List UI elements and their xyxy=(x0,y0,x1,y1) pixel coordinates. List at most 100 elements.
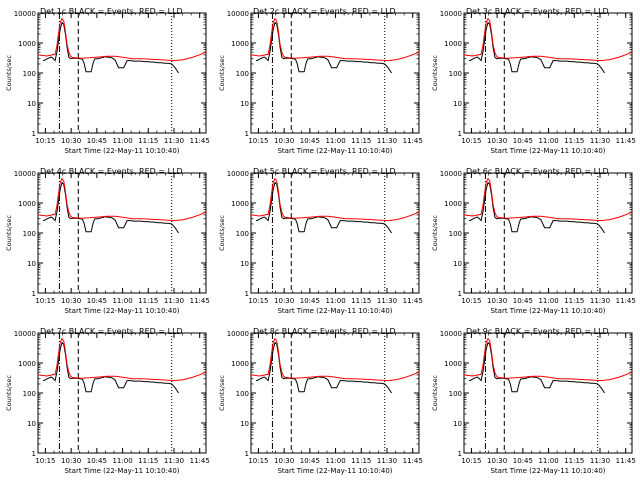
y-tick-label: 1 xyxy=(245,450,249,458)
y-tick-label: 1 xyxy=(245,130,249,138)
x-tick-label: 10:45 xyxy=(513,137,533,145)
x-axis-label: Start Time (22-May-11 10:10:40) xyxy=(64,147,179,155)
y-axis-label: Counts/sec xyxy=(431,375,439,411)
panel-title: Det 4c BLACK = Events, RED = LLD xyxy=(40,167,183,176)
x-tick-label: 11:30 xyxy=(377,137,397,145)
lld-series-line xyxy=(250,337,420,382)
y-tick-label: 1 xyxy=(32,290,36,298)
x-axis-label: Start Time (22-May-11 10:10:40) xyxy=(64,307,179,315)
x-tick-label: 11:00 xyxy=(325,297,345,305)
x-tick-label: 11:15 xyxy=(351,137,371,145)
x-tick-label: 11:15 xyxy=(564,457,584,465)
x-tick-label: 11:00 xyxy=(112,457,132,465)
x-tick-label: 11:45 xyxy=(190,297,210,305)
y-tick-label: 10000 xyxy=(227,10,249,18)
y-tick-label: 1 xyxy=(458,290,462,298)
y-tick-label: 1000 xyxy=(444,40,462,48)
x-tick-label: 10:15 xyxy=(461,457,481,465)
y-tick-label: 1 xyxy=(32,130,36,138)
panel-4: 1 10 100 1000 10000 10:15 10:30 10:45 11:00 11:15… xyxy=(5,167,210,315)
x-tick-label: 11:00 xyxy=(112,137,132,145)
x-tick-label: 11:45 xyxy=(403,457,423,465)
events-series-line xyxy=(255,341,393,394)
x-tick-label: 10:45 xyxy=(87,297,107,305)
x-tick-label: 10:30 xyxy=(61,297,81,305)
x-tick-label: 11:45 xyxy=(190,137,210,145)
x-axis-label: Start Time (22-May-11 10:10:40) xyxy=(277,307,392,315)
x-axis-label: Start Time (22-May-11 10:10:40) xyxy=(277,467,392,475)
lld-series-line xyxy=(250,177,420,222)
x-tick-label: 11:45 xyxy=(403,137,423,145)
panel-title: Det 2c BLACK = Events, RED = LLD xyxy=(253,7,396,16)
panel-title: Det 7c BLACK = Events, RED = LLD xyxy=(40,327,183,336)
x-tick-label: 10:30 xyxy=(274,137,294,145)
y-tick-label: 10 xyxy=(453,260,462,268)
y-tick-label: 1000 xyxy=(18,200,36,208)
events-series-line xyxy=(255,181,393,234)
x-tick-label: 10:30 xyxy=(61,137,81,145)
lld-series-line xyxy=(37,177,207,222)
x-tick-label: 11:30 xyxy=(377,457,397,465)
x-tick-label: 11:00 xyxy=(538,137,558,145)
y-axis-label: Counts/sec xyxy=(5,375,13,411)
y-axis-label: Counts/sec xyxy=(5,215,13,251)
x-tick-label: 10:15 xyxy=(248,457,268,465)
lld-series-line xyxy=(463,17,633,62)
events-series-line xyxy=(468,21,606,74)
panel-title: Det 1c BLACK = Events, RED = LLD xyxy=(40,7,183,16)
x-tick-label: 10:45 xyxy=(87,137,107,145)
x-axis-label: Start Time (22-May-11 10:10:40) xyxy=(490,307,605,315)
x-tick-label: 11:15 xyxy=(351,297,371,305)
y-tick-label: 10000 xyxy=(227,330,249,338)
x-tick-label: 10:30 xyxy=(274,297,294,305)
panels-group: 1 10 100 1000 10000 10:15 10:30 10:45 11:00 11:15… xyxy=(5,7,636,475)
y-tick-label: 1000 xyxy=(444,360,462,368)
y-tick-label: 100 xyxy=(236,70,249,78)
y-tick-label: 10000 xyxy=(14,170,36,178)
y-axis-label: Counts/sec xyxy=(218,215,226,251)
y-tick-label: 10 xyxy=(240,420,249,428)
x-tick-label: 10:30 xyxy=(487,457,507,465)
events-series-line xyxy=(42,181,180,234)
x-tick-label: 11:15 xyxy=(351,457,371,465)
y-axis-label: Counts/sec xyxy=(431,55,439,91)
x-tick-label: 10:15 xyxy=(35,297,55,305)
events-series-line xyxy=(255,21,393,74)
y-tick-label: 1 xyxy=(458,450,462,458)
y-tick-label: 1000 xyxy=(18,40,36,48)
x-tick-label: 11:45 xyxy=(616,297,636,305)
x-tick-label: 11:30 xyxy=(590,137,610,145)
y-tick-label: 1000 xyxy=(444,200,462,208)
lld-series-line xyxy=(463,177,633,222)
events-series-line xyxy=(468,341,606,394)
x-tick-label: 10:15 xyxy=(35,137,55,145)
panel-8: 1 10 100 1000 10000 10:15 10:30 10:45 11:00 11:15… xyxy=(218,327,423,475)
y-tick-label: 1000 xyxy=(231,360,249,368)
y-tick-label: 1 xyxy=(32,450,36,458)
panel-1: 1 10 100 1000 10000 10:15 10:30 10:45 11:00 11:15… xyxy=(5,7,210,155)
lld-series-line xyxy=(250,17,420,62)
y-tick-label: 100 xyxy=(449,230,462,238)
y-tick-label: 1000 xyxy=(18,360,36,368)
events-series-line xyxy=(42,341,180,394)
x-tick-label: 10:15 xyxy=(248,297,268,305)
x-tick-label: 11:15 xyxy=(564,297,584,305)
y-tick-label: 100 xyxy=(236,230,249,238)
y-tick-label: 1 xyxy=(458,130,462,138)
x-axis-label: Start Time (22-May-11 10:10:40) xyxy=(490,467,605,475)
x-tick-label: 10:45 xyxy=(513,297,533,305)
panel-5: 1 10 100 1000 10000 10:15 10:30 10:45 11:00 11:15… xyxy=(218,167,423,315)
y-tick-label: 100 xyxy=(23,230,36,238)
x-tick-label: 11:30 xyxy=(164,137,184,145)
y-tick-label: 10000 xyxy=(14,330,36,338)
x-tick-label: 10:30 xyxy=(487,297,507,305)
panel-6: 1 10 100 1000 10000 10:15 10:30 10:45 11:00 11:15… xyxy=(431,167,636,315)
x-tick-label: 11:00 xyxy=(538,297,558,305)
y-tick-label: 10000 xyxy=(440,170,462,178)
x-tick-label: 10:30 xyxy=(61,457,81,465)
panel-title: Det 3c BLACK = Events, RED = LLD xyxy=(466,7,609,16)
lld-series-line xyxy=(37,17,207,62)
x-axis-label: Start Time (22-May-11 10:10:40) xyxy=(64,467,179,475)
panel-title: Det 8c BLACK = Events, RED = LLD xyxy=(253,327,396,336)
